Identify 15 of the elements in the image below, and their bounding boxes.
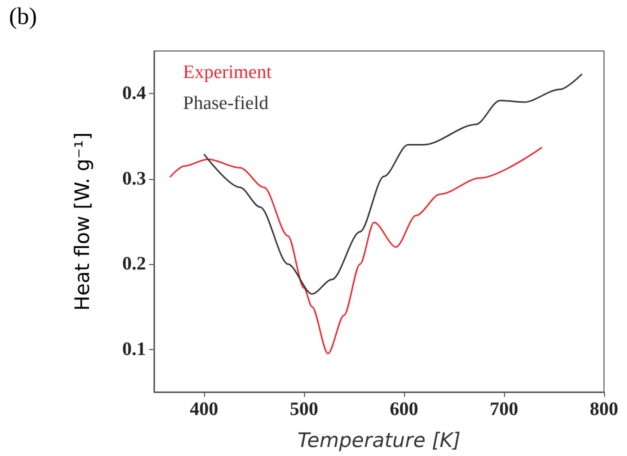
x-tick-label: 800 xyxy=(590,399,618,420)
y-tick-label: 0.2 xyxy=(122,254,146,275)
x-tick-label: 400 xyxy=(190,399,218,420)
y-axis-title: Heat flow [W. g⁻¹] xyxy=(70,132,94,311)
x-tick-label: 500 xyxy=(290,399,318,420)
y-tick-label: 0.4 xyxy=(122,83,146,104)
chart-title: (b) xyxy=(9,4,37,30)
text: Experiment xyxy=(183,62,272,83)
x-axis-title: Temperature [K] xyxy=(297,428,461,452)
text: Phase-field xyxy=(183,93,269,114)
y-tick-label: 0.3 xyxy=(122,168,146,190)
line-series xyxy=(169,146,543,354)
x-tick-label: 700 xyxy=(490,399,518,420)
y-tick-label: 0.1 xyxy=(122,338,146,360)
x-tick-label: 600 xyxy=(390,399,418,420)
